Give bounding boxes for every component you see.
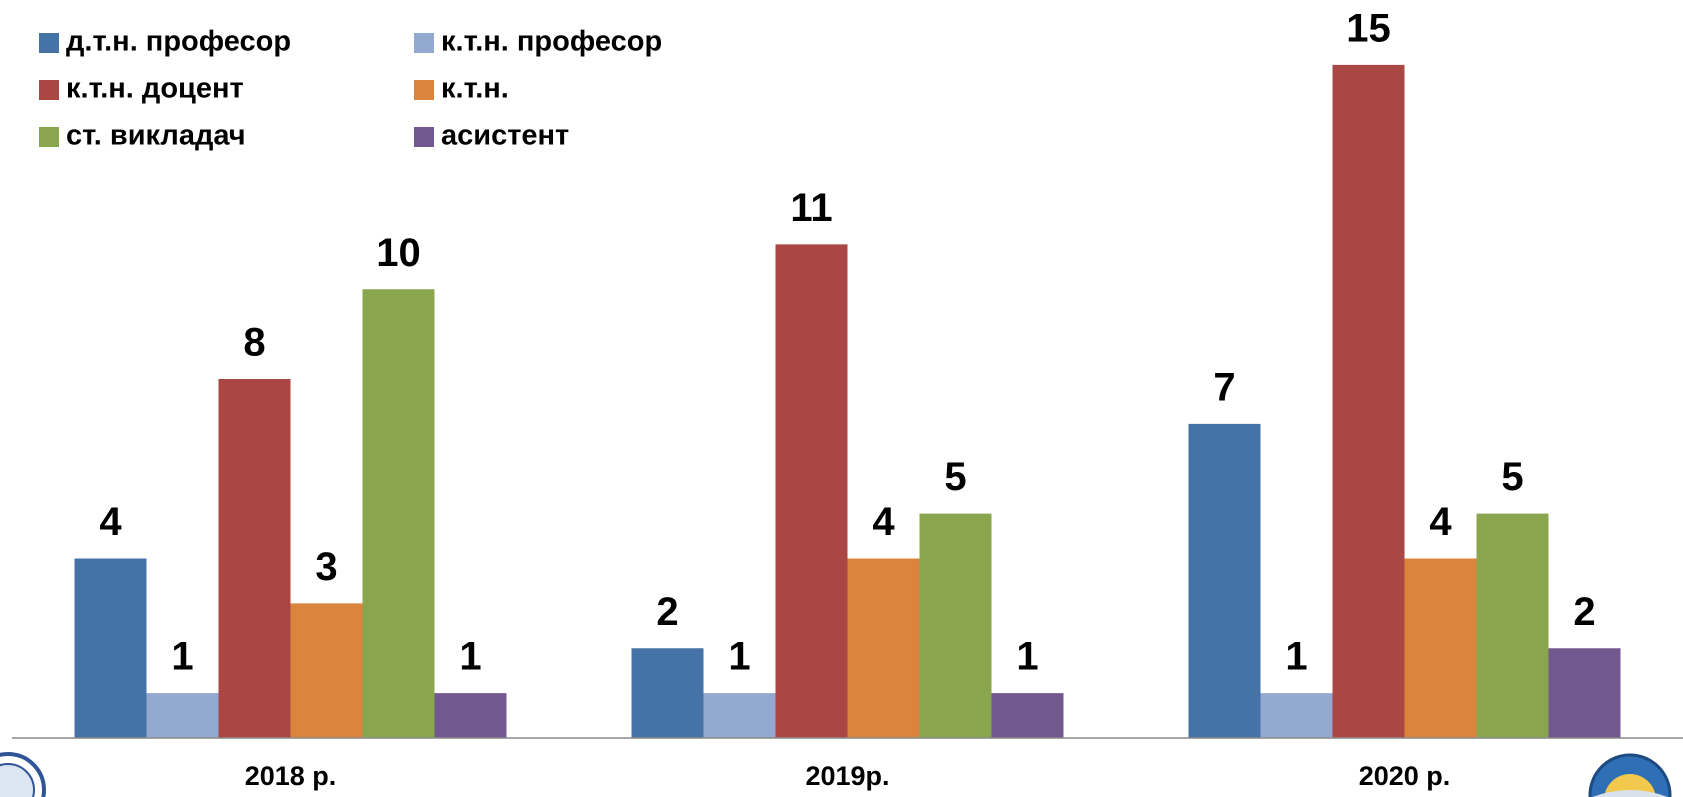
bar — [1260, 693, 1333, 738]
data-label: 3 — [315, 545, 337, 589]
bar — [1476, 513, 1549, 738]
bar — [919, 513, 992, 738]
x-tick-label: 2020 р. — [1359, 761, 1451, 791]
logo-right — [1588, 753, 1672, 797]
bar — [1404, 558, 1477, 738]
legend-swatch — [39, 80, 59, 100]
data-label: 1 — [1285, 635, 1307, 679]
bar — [434, 693, 507, 738]
legend-swatch — [39, 33, 59, 53]
logo-left — [0, 752, 46, 797]
legend-label: к.т.н. професор — [441, 26, 662, 58]
data-label: 4 — [872, 500, 895, 544]
data-label: 11 — [790, 186, 832, 230]
bar — [775, 244, 848, 738]
data-label: 1 — [459, 635, 481, 679]
legend-label: д.т.н. професор — [66, 26, 291, 58]
legend-swatch — [414, 33, 434, 53]
bar — [218, 379, 291, 738]
data-label: 7 — [1213, 365, 1235, 409]
bar — [362, 289, 435, 738]
data-label: 4 — [1429, 500, 1452, 544]
bar — [290, 603, 363, 738]
x-tick-label: 2018 р. — [245, 761, 337, 791]
legend-label: асистент — [441, 120, 569, 152]
bar — [847, 558, 920, 738]
bar — [1548, 648, 1621, 738]
data-label: 1 — [171, 635, 193, 679]
bar — [1332, 64, 1405, 738]
bar — [991, 693, 1064, 738]
data-label: 1 — [1016, 635, 1038, 679]
data-label: 2 — [656, 590, 678, 634]
x-tick-label: 2019р. — [805, 761, 889, 791]
bar — [703, 693, 776, 738]
legend-swatch — [39, 127, 59, 147]
bar — [74, 558, 147, 738]
bar — [1188, 423, 1261, 738]
legend-label: к.т.н. доцент — [66, 73, 244, 105]
data-label: 8 — [243, 321, 265, 365]
data-label: 4 — [99, 500, 122, 544]
bar — [146, 693, 219, 738]
data-label: 15 — [1346, 6, 1391, 50]
data-label: 2 — [1573, 590, 1595, 634]
data-label: 1 — [728, 635, 750, 679]
legend-label: ст. викладач — [66, 120, 246, 152]
bar — [631, 648, 704, 738]
data-label: 10 — [376, 231, 421, 275]
data-label: 5 — [1501, 455, 1523, 499]
data-label: 5 — [944, 455, 966, 499]
legend-label: к.т.н. — [441, 73, 509, 105]
legend-swatch — [414, 127, 434, 147]
legend-swatch — [414, 80, 434, 100]
